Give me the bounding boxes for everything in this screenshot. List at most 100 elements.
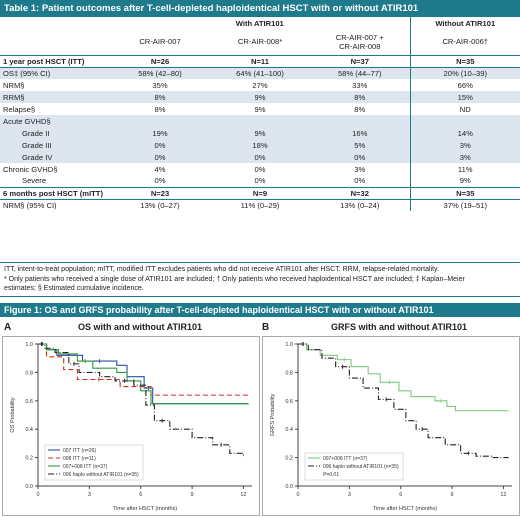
y-axis-label: GRFS Probability (270, 394, 276, 437)
row-label: RRM§ (0, 91, 110, 103)
legend-label: 007 ITT (n=26) (63, 448, 96, 454)
cell-value: N=23 (110, 186, 210, 200)
panel-a-title: OS with and without ATIR101 (77, 322, 202, 332)
table-footnote: ITT, intent-to-treat population; mITT, m… (0, 262, 520, 297)
grfs-chart: 0.0 0.2 0.4 0.6 0.8 1.0 0 3 6 9 12 Time after HSCT … (262, 336, 520, 516)
row-label: 6 months post HSCT (mITT) (0, 186, 110, 200)
cell-value: 8% (310, 91, 410, 103)
series-line (298, 343, 509, 412)
legend-label: 007+008 ITT (n=37) (63, 464, 108, 470)
table-row: NRM§ 35% 27% 33% 66% (0, 79, 520, 91)
x-tick-label: 6 (399, 492, 402, 498)
cell-value: N=11 (210, 54, 310, 68)
x-tick-label: 12 (240, 492, 246, 498)
row-label: OS‡ (95% CI) (0, 67, 110, 79)
cell-value (210, 115, 310, 127)
y-tick-label: 0.2 (285, 456, 293, 462)
cell-value (110, 115, 210, 127)
figure-title: Figure 1: OS and GRFS probability after … (0, 303, 520, 317)
table-row: 1 year post HSCT (ITT) N=26 N=11 N=37 N=35 (0, 54, 520, 68)
panel-b-letter: B (262, 322, 270, 333)
series-line (38, 343, 249, 405)
cell-value: 19% (110, 127, 210, 139)
cell-value: N=26 (110, 54, 210, 68)
row-label: NRM§ (95% CI) (3, 200, 57, 210)
cell-value: 11% (409, 163, 520, 175)
cell-value: 0% (210, 151, 310, 163)
group-with-header: With ATIR101 (235, 18, 284, 28)
legend-label: 008 ITT (n=11) (63, 456, 96, 462)
row-label: Grade II (0, 127, 110, 139)
y-tick-label: 0.0 (285, 484, 293, 490)
y-tick-label: 0.6 (285, 399, 293, 405)
series-line (298, 343, 509, 459)
cell-value: 9% (210, 91, 310, 103)
row-label: Relapse§ (3, 104, 36, 114)
table-row: Grade II 19% 9% 16% 14% (0, 127, 520, 139)
cell-value: 13% (0–27) (140, 200, 180, 210)
legend-label: 006 haplo without ATIR101 (n=35) (323, 464, 399, 470)
x-axis-label: Time after HSCT (months) (113, 506, 177, 512)
cell-value: 11% (0–29) (240, 200, 280, 210)
table-row: OS‡ (95% CI) 58% (42–80) 64% (41–100) 58% (… (0, 67, 520, 79)
cell-value: N=35 (409, 186, 520, 200)
cell-value: 0% (354, 176, 366, 186)
cell-value: N=35 (409, 54, 520, 68)
p-value-annotation: P=0.01 (323, 472, 339, 478)
table-row: 6 months post HSCT (mITT) N=23 N=9 N=32 N=35 (0, 186, 520, 200)
col-header: CR-AIR-006† (409, 29, 520, 55)
y-tick-label: 0.6 (25, 399, 33, 405)
series-line (38, 343, 249, 396)
table-row: Severe 0% 0% 0% 9% (0, 175, 520, 187)
table-row: RRM§ 8% 9% 8% 15% (0, 91, 520, 103)
x-tick-label: 9 (191, 492, 194, 498)
cell-value: 3% (409, 151, 520, 163)
row-label: Acute GVHD§ (0, 115, 110, 127)
cell-value: 16% (310, 127, 410, 139)
series-line (38, 343, 244, 458)
group-without-header: Without ATIR101 (409, 17, 520, 29)
cell-value: 58% (44–77) (310, 67, 410, 79)
cell-value: ND (409, 103, 520, 115)
x-tick-label: 0 (36, 492, 39, 498)
cell-value: 9% (210, 127, 310, 139)
table-row: Chronic GVHD§ 4% 0% 3% 11% (0, 163, 520, 175)
cell-value: 20% (10–39) (409, 67, 520, 79)
x-tick-label: 0 (296, 492, 299, 498)
col-header: CR-AIR-007 (139, 37, 181, 47)
os-chart: 0.0 0.2 0.4 0.6 0.8 1.0 0 3 6 9 12 Time after HSCT … (2, 336, 260, 516)
cell-value: 8% (110, 91, 210, 103)
cell-value: 27% (252, 80, 268, 90)
cell-value (310, 115, 410, 127)
chart-frame (262, 336, 520, 516)
row-label: Grade III (0, 139, 110, 151)
cell-value: N=32 (310, 186, 410, 200)
cell-value: 58% (42–80) (110, 67, 210, 79)
outcomes-table: With ATIR101 Without ATIR101 CR-AIR-007 … (0, 17, 520, 211)
table-row: Relapse§ 8% 9% 8% ND (0, 103, 520, 115)
y-tick-label: 1.0 (25, 342, 33, 348)
cell-value: 37% (19–51) (409, 199, 520, 211)
chart-frame (2, 336, 260, 516)
y-axis-label: OS Probability (10, 397, 16, 432)
row-label: 1 year post HSCT (ITT) (0, 54, 110, 68)
row-label: NRM§ (3, 80, 25, 90)
cell-value: 35% (152, 80, 168, 90)
cell-value: 0% (110, 139, 210, 151)
y-tick-label: 0.4 (25, 427, 33, 433)
y-tick-label: 0.4 (285, 427, 293, 433)
legend-box (304, 452, 404, 481)
cell-value: 8% (354, 104, 366, 114)
legend-label: 006 haplo without ATIR101 (n=35) (63, 472, 139, 478)
table-row: Grade III 0% 18% 5% 3% (0, 139, 520, 151)
y-tick-label: 0.0 (25, 484, 33, 490)
x-tick-label: 6 (139, 492, 142, 498)
y-tick-label: 1.0 (285, 342, 293, 348)
cell-value: 8% (154, 104, 166, 114)
legend-label: 007+008 ITT (n=37) (323, 456, 368, 462)
table-row: Acute GVHD§ (0, 115, 520, 127)
x-tick-label: 3 (88, 492, 91, 498)
cell-value: 64% (41–100) (210, 67, 310, 79)
cell-value: 14% (409, 127, 520, 139)
cell-value: 9% (254, 104, 266, 114)
